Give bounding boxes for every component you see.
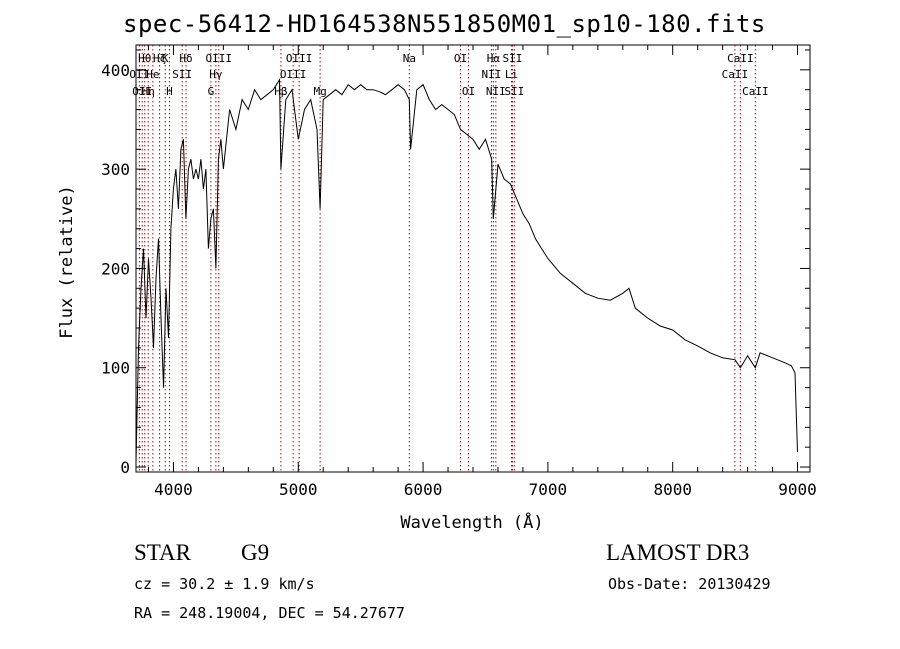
emission-line-markers: OIIOIIHθHηHeHζKHSIIHδGHγOIIIHβOIIIOIIIMg… (129, 45, 769, 472)
survey-label: LAMOST DR3 (606, 540, 750, 565)
line-marker-label: OI (462, 85, 475, 98)
y-tick-label: 300 (101, 160, 130, 179)
line-marker-label: Hγ (209, 68, 223, 81)
line-marker-label: CaII (727, 52, 754, 65)
line-marker-label: Hη (142, 85, 155, 98)
y-tick-label: 100 (101, 359, 130, 378)
line-marker-label: Hβ (274, 85, 288, 98)
line-marker-label: Hζ (153, 52, 166, 65)
line-marker-label: SII (504, 85, 524, 98)
y-axis-label: Flux (relative) (57, 185, 77, 339)
y-tick-label: 0 (120, 458, 130, 477)
chart-title: spec-56412-HD164538N551850M01_sp10-180.f… (123, 10, 766, 38)
plot-frame (135, 44, 811, 473)
line-marker-label: K (162, 52, 169, 65)
line-marker-label: SII (172, 68, 192, 81)
x-tick-label: 8000 (653, 480, 692, 499)
y-tick-label: 200 (101, 259, 130, 278)
line-marker-label: OIII (206, 52, 233, 65)
line-marker-label: NII (482, 68, 502, 81)
spectrum-line (135, 78, 798, 463)
line-marker-label: Na (403, 52, 416, 65)
x-tick-label: 4000 (154, 480, 193, 499)
axes: 4000 5000 6000 7000 8000 9000 0 100 200 300 400 (101, 45, 817, 499)
x-tick-label: 7000 (529, 480, 568, 499)
object-type: STAR (134, 540, 191, 565)
x-axis-label: Wavelength (Å) (400, 511, 543, 533)
line-marker-label: OIII (280, 68, 307, 81)
obs-date: Obs-Date: 20130429 (608, 575, 771, 593)
line-marker-label: OII (132, 85, 152, 98)
line-marker-label: Hα (487, 52, 501, 65)
line-marker-label: Mg (313, 85, 326, 98)
line-marker-label: H (166, 85, 173, 98)
line-marker-label: Hδ (179, 52, 192, 65)
line-marker-label: He (146, 68, 159, 81)
line-marker-label: OIII (286, 52, 313, 65)
coordinates-text: RA = 248.19004, DEC = 54.27677 (134, 604, 405, 622)
x-tick-label: 9000 (778, 480, 817, 499)
x-tick-label: 5000 (279, 480, 318, 499)
line-marker-label: Li (505, 68, 518, 81)
spectral-class: G9 (241, 540, 270, 565)
redshift-text: cz = 30.2 ± 1.9 km/s (134, 575, 315, 593)
line-marker-label: Hθ (138, 52, 151, 65)
line-marker-label: SII (503, 52, 523, 65)
line-marker-label: CaII (742, 85, 769, 98)
y-tick-label: 400 (101, 61, 130, 80)
line-marker-label: G (208, 85, 215, 98)
line-marker-label: CaII (722, 68, 749, 81)
line-marker-label: OI (454, 52, 467, 65)
x-tick-label: 6000 (404, 480, 443, 499)
line-marker-label: NII (486, 85, 506, 98)
